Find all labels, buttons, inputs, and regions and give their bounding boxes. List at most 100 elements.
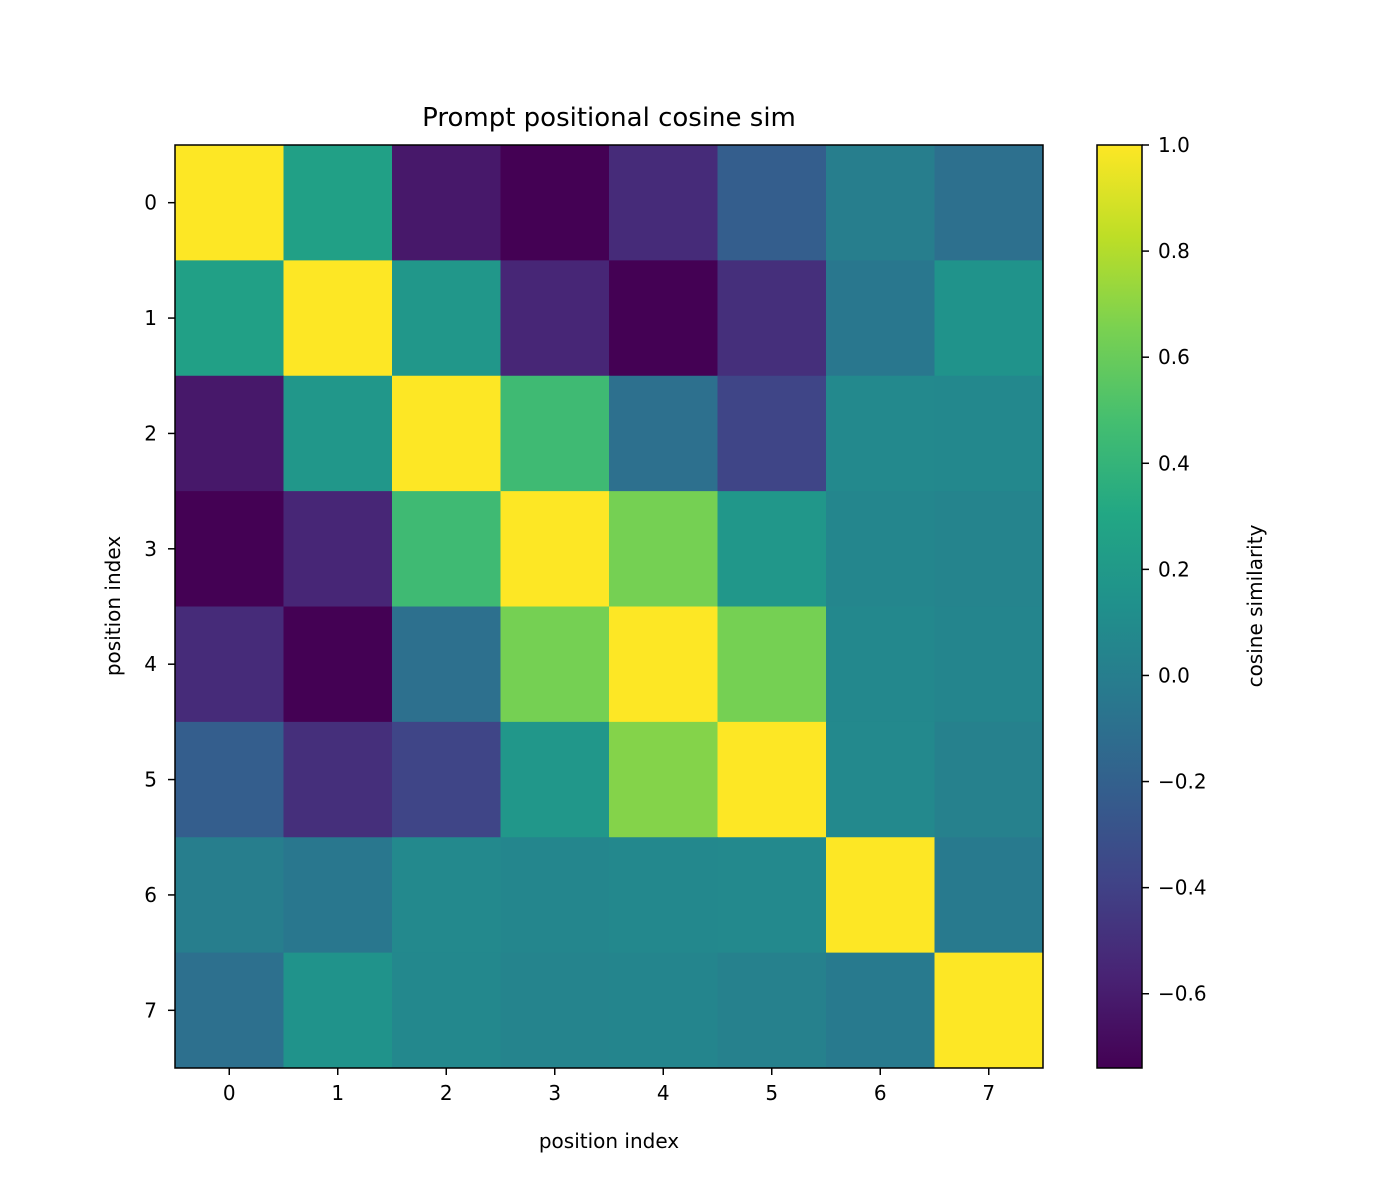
heatmap-cell-6-2 bbox=[392, 837, 501, 954]
heatmap-cell-0-0 bbox=[175, 145, 284, 261]
y-tick-label: 7 bbox=[144, 998, 157, 1022]
x-axis-ticks: 0 1 2 3 4 5 6 7 bbox=[223, 1068, 995, 1105]
colorbar-tick-label: 1.0 bbox=[1158, 133, 1190, 157]
heatmap-cells bbox=[175, 145, 1044, 1069]
heatmap-cell-7-3 bbox=[500, 952, 610, 1069]
colorbar-tick-label: 0.2 bbox=[1158, 557, 1190, 581]
heatmap-cell-6-3 bbox=[500, 837, 610, 954]
heatmap-cell-1-0 bbox=[175, 260, 284, 377]
colorbar-label: cosine similarity bbox=[1243, 524, 1267, 687]
x-tick-label: 7 bbox=[982, 1081, 995, 1105]
y-axis-ticks: 0 1 2 3 4 5 6 7 bbox=[144, 191, 175, 1022]
heatmap-cell-7-2 bbox=[392, 952, 501, 1069]
colorbar-ticks: 1.0 0.8 0.6 0.4 0.2 0.0 −0.2 −0.4 −0.6 bbox=[1142, 133, 1207, 1006]
x-tick-label: 5 bbox=[765, 1081, 778, 1105]
y-tick-label: 4 bbox=[144, 652, 157, 676]
heatmap-cell-0-1 bbox=[283, 145, 393, 261]
heatmap-cell-3-3 bbox=[500, 491, 610, 607]
heatmap-cell-4-1 bbox=[283, 606, 393, 723]
y-tick-label: 1 bbox=[144, 306, 157, 330]
x-tick-label: 4 bbox=[657, 1081, 670, 1105]
heatmap-cell-2-6 bbox=[826, 375, 935, 492]
heatmap-cell-0-6 bbox=[826, 145, 935, 261]
heatmap-cell-4-7 bbox=[934, 606, 1044, 723]
heatmap-cell-5-0 bbox=[175, 721, 284, 838]
y-tick-label: 6 bbox=[144, 883, 157, 907]
heatmap-cell-5-6 bbox=[826, 721, 935, 838]
colorbar-tick-label: −0.4 bbox=[1158, 876, 1207, 900]
plot-frame bbox=[174, 144, 1044, 1069]
colorbar-tick-label: 0.6 bbox=[1158, 345, 1190, 369]
heatmap-cell-2-2 bbox=[392, 375, 501, 492]
heatmap-cell-3-1 bbox=[283, 491, 393, 607]
heatmap-cell-2-3 bbox=[500, 375, 610, 492]
y-axis-label: position index bbox=[101, 536, 125, 676]
heatmap-cell-6-5 bbox=[717, 837, 827, 954]
colorbar bbox=[1096, 144, 1143, 1069]
y-tick-label: 0 bbox=[144, 191, 157, 215]
heatmap-cell-3-4 bbox=[609, 491, 718, 607]
heatmap-cell-5-2 bbox=[392, 721, 501, 838]
heatmap-cell-6-0 bbox=[175, 837, 284, 954]
heatmap-cell-3-5 bbox=[717, 491, 827, 607]
x-tick-label: 1 bbox=[331, 1081, 344, 1105]
colorbar-tick-label: 0.4 bbox=[1158, 451, 1190, 475]
heatmap-cell-0-4 bbox=[609, 145, 718, 261]
x-axis-label: position index bbox=[539, 1129, 679, 1153]
heatmap-cell-5-1 bbox=[283, 721, 393, 838]
heatmap-cell-6-6 bbox=[826, 837, 935, 954]
heatmap-cell-1-5 bbox=[717, 260, 827, 377]
heatmap-cell-7-5 bbox=[717, 952, 827, 1069]
heatmap-cell-3-6 bbox=[826, 491, 935, 607]
heatmap-cell-7-4 bbox=[609, 952, 718, 1069]
colorbar-tick-label: −0.6 bbox=[1158, 982, 1207, 1006]
heatmap-cell-0-2 bbox=[392, 145, 501, 261]
heatmap-cell-2-5 bbox=[717, 375, 827, 492]
heatmap-cell-1-6 bbox=[826, 260, 935, 377]
heatmap-cell-1-4 bbox=[609, 260, 718, 377]
colorbar-tick-label: −0.2 bbox=[1158, 770, 1207, 794]
heatmap-cell-2-4 bbox=[609, 375, 718, 492]
heatmap-cell-4-6 bbox=[826, 606, 935, 723]
heatmap-cell-7-1 bbox=[283, 952, 393, 1069]
heatmap-cell-4-3 bbox=[500, 606, 610, 723]
colorbar-tick-label: 0.0 bbox=[1158, 663, 1190, 687]
y-tick-label: 2 bbox=[144, 421, 157, 445]
heatmap-cell-6-1 bbox=[283, 837, 393, 954]
x-tick-label: 6 bbox=[874, 1081, 887, 1105]
heatmap-cell-7-0 bbox=[175, 952, 284, 1069]
heatmap-cell-1-3 bbox=[500, 260, 610, 377]
heatmap-cell-0-3 bbox=[500, 145, 610, 261]
heatmap-cell-2-7 bbox=[934, 375, 1044, 492]
heatmap-cell-4-4 bbox=[609, 606, 718, 723]
colorbar-tick-label: 0.8 bbox=[1158, 239, 1190, 263]
x-tick-label: 2 bbox=[440, 1081, 453, 1105]
heatmap-cell-3-2 bbox=[392, 491, 501, 607]
heatmap-cell-0-5 bbox=[717, 145, 827, 261]
heatmap-cell-4-0 bbox=[175, 606, 284, 723]
heatmap-cell-3-7 bbox=[934, 491, 1044, 607]
heatmap-cell-5-5 bbox=[717, 721, 827, 838]
heatmap-cell-5-7 bbox=[934, 721, 1044, 838]
heatmap-cell-1-2 bbox=[392, 260, 501, 377]
heatmap-cell-2-0 bbox=[175, 375, 284, 492]
heatmap-cell-7-7 bbox=[934, 952, 1044, 1069]
chart-title: Prompt positional cosine sim bbox=[422, 103, 796, 133]
y-tick-label: 5 bbox=[144, 768, 157, 792]
heatmap-cell-3-0 bbox=[175, 491, 284, 607]
heatmap-cell-2-1 bbox=[283, 375, 393, 492]
heatmap-cell-5-3 bbox=[500, 721, 610, 838]
heatmap-cell-4-5 bbox=[717, 606, 827, 723]
heatmap-cell-1-7 bbox=[934, 260, 1044, 377]
heatmap-cell-6-7 bbox=[934, 837, 1044, 954]
heatmap-cell-6-4 bbox=[609, 837, 718, 954]
heatmap-cell-1-1 bbox=[283, 260, 393, 377]
heatmap-cell-7-6 bbox=[826, 952, 935, 1069]
heatmap-cell-5-4 bbox=[609, 721, 718, 838]
y-tick-label: 3 bbox=[144, 537, 157, 561]
heatmap-cell-4-2 bbox=[392, 606, 501, 723]
heatmap-cell-0-7 bbox=[934, 145, 1044, 261]
x-tick-label: 0 bbox=[223, 1081, 236, 1105]
x-tick-label: 3 bbox=[548, 1081, 561, 1105]
